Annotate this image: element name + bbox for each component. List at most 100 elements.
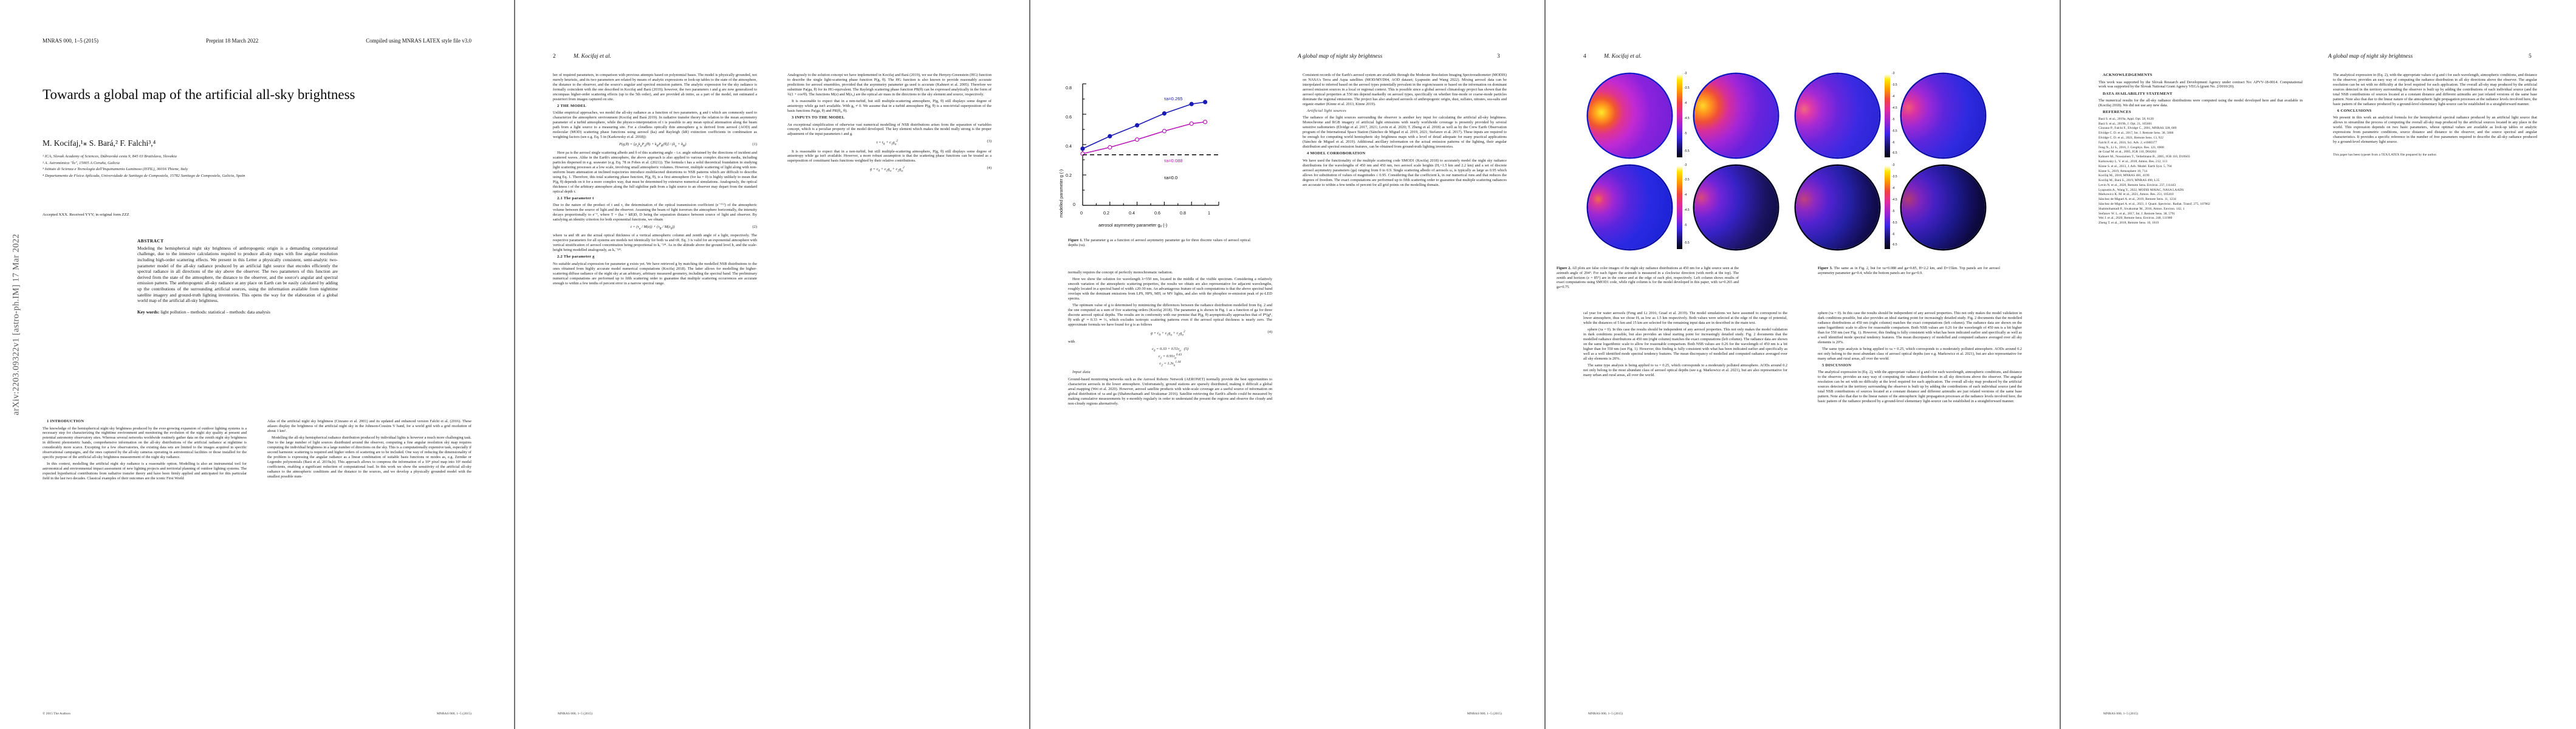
figure-1: modelled parameter g (-) aerosol asymmet… xyxy=(1045,67,1264,237)
paragraph: The radiance of the light sources surrou… xyxy=(1303,115,1507,149)
accepted-line: Accepted XXX. Received YYY; in original … xyxy=(43,213,129,217)
chart-ytick-0: 0 xyxy=(1073,202,1075,207)
chart-xtick-3: 0.6 xyxy=(1154,210,1160,216)
colorbar-label: -5.5 xyxy=(1892,129,1897,133)
paragraph: The analytical expression in (Eq. 2), wi… xyxy=(2333,73,2537,106)
reference-item: Cinzano P., Falchi F., Elvidge C., 2001,… xyxy=(2098,126,2177,131)
data-availability-heading: DATA AVAILABILITY STATEMENT xyxy=(2103,91,2173,96)
keywords-label: Key words: xyxy=(137,309,160,315)
colorbar-label: -4.5 xyxy=(1892,198,1897,202)
footer-journal-ref: MNRAS 000, 1–5 (2015) xyxy=(558,712,593,716)
section-model-heading: 2 THE MODEL xyxy=(557,103,587,108)
masthead: MNRAS 000, 1–5 (2015) Preprint 18 March … xyxy=(43,38,471,44)
colorbar xyxy=(1677,74,1682,157)
page-5: A global map of night sky brightness 5 A… xyxy=(2061,0,2576,729)
chart-plot-area xyxy=(1080,83,1219,206)
page-2: 2 M. Kocifaj et al. ber of required para… xyxy=(515,0,1029,729)
reference-item: Kinne S., 2019, Atmosphere 10, 714 xyxy=(2098,169,2148,173)
reference-item: Markowicz K. M. et al., 2021, Atmos. Res… xyxy=(2098,193,2174,197)
copyright-line: © 2015 The Authors xyxy=(43,712,70,716)
running-head-title: A global map of night sky brightness xyxy=(1298,53,1383,60)
journal-ref: MNRAS 000, 1–5 (2015) xyxy=(43,38,99,44)
reference-item: Shahmohamadi P., Sivakumar M., 2016, Atm… xyxy=(2098,207,2185,211)
reference-item: Lyapustin A., Wang Y., 2022, MODIS MAIAC… xyxy=(2098,188,2184,192)
paragraph: Consistent records of the Earth's aeroso… xyxy=(1303,73,1507,106)
abstract-block: ABSTRACT Modeling the hemispherical nigh… xyxy=(137,238,338,315)
reference-item: Kahnert M., Nousiainen T., Veihelmann B.… xyxy=(2098,155,2190,159)
reference-item: Kinne S. et al., 2013, J. Adv. Model. Ea… xyxy=(2098,164,2172,168)
allsky-hemisphere xyxy=(1902,166,1985,249)
page4-column-right: sphere (τa = 0). In this case the result… xyxy=(1818,311,2022,688)
keywords-value: light pollution – methods: statistical –… xyxy=(160,309,270,315)
colorbar-label: -3 xyxy=(1892,163,1895,167)
reference-item: Elvidge C. D. et al., 2017, Int. J. Remo… xyxy=(2098,131,2174,135)
reference-item: Sánchez de Miguel A. et al., 2021, J. Qu… xyxy=(2098,202,2210,207)
running-head-folio: 2 xyxy=(553,53,556,60)
allsky-hemisphere xyxy=(1902,74,1985,157)
running-head-folio: 4 xyxy=(1583,53,1586,60)
reference-item: Falchi F. et al., 2016, Sci. Adv. 2, e16… xyxy=(2098,140,2157,145)
paragraph: The numerical results for the all-sky ra… xyxy=(2098,98,2303,108)
colorbar-label: -4 xyxy=(1684,193,1687,197)
paragraph: We have used the functionality of the mu… xyxy=(1303,158,1507,187)
figure-3-caption: Figure 3. The same as in Fig. 2, but for… xyxy=(1818,266,2000,276)
page5-column-left: ACKNOWLEDGEMENTS This work was supported… xyxy=(2098,73,2303,686)
colorbar-label: -4.5 xyxy=(1892,106,1897,110)
chart-xtick-0: 0 xyxy=(1080,210,1083,216)
page-title: Towards a global map of the artificial a… xyxy=(43,87,355,102)
abstract-body: Modeling the hemispherical night sky bri… xyxy=(137,245,338,304)
running-head-title: M. Kocifaj et al. xyxy=(1604,53,1642,60)
chart-ytick-1: 0.2 xyxy=(1066,173,1072,178)
figure-1-caption-label: Figure 1. xyxy=(1068,238,1083,242)
colorbar-label: -6 xyxy=(1892,141,1895,145)
equation-4: g = c0 + c1ga + c2ga2 (4) xyxy=(869,166,992,173)
chart-annotation-tau-0265: τa=0.265 xyxy=(1164,96,1183,101)
paragraph: It is reasonable to expect that in a non… xyxy=(787,98,992,113)
figure-1-caption-text: The parameter g as a function of aerosol… xyxy=(1068,238,1250,247)
paragraph: Here ρa is the aerosol single scattering… xyxy=(553,151,757,194)
reference-item: Bará S. et al., 2019a, Appl. Opt. 58, 81… xyxy=(2098,117,2154,121)
paragraph: sphere (τa = 0). In this case the result… xyxy=(1818,311,2022,344)
colorbar-label: -5.5 xyxy=(1684,149,1690,153)
chart-xtick-4: 0.8 xyxy=(1180,210,1186,216)
paragraph: The analytical expression in (Eq. 2), wi… xyxy=(1818,370,2022,404)
chart-annotation-tau-0088: τa=0.088 xyxy=(1164,158,1183,163)
section-introduction-heading: 1 INTRODUCTION xyxy=(47,419,84,423)
figure-2-caption: Figure 2. All plots are false color imag… xyxy=(1557,266,1739,290)
references-heading: REFERENCES xyxy=(2103,110,2131,115)
chart-xtick-1: 0.2 xyxy=(1103,210,1109,216)
paragraph: It is reasonable to expect that in a non… xyxy=(787,149,992,163)
footer-journal-ref: MNRAS 000, 1–5 (2015) xyxy=(2103,712,2139,716)
equation-6: c0 = 0.33 + 0.51τa (5) c1 = 0.91τa0.43 c2 … xyxy=(1151,346,1189,368)
paragraph: normally requires the concept of perfect… xyxy=(1068,270,1173,275)
reference-item: Kocifaj M., Bará S., 2019, MNRAS 490, L3… xyxy=(2098,179,2160,183)
page-4: 4 M. Kocifaj et al. -3 -3.5 -4 -4.5 -5 -… xyxy=(1546,0,2060,729)
colorbar xyxy=(1885,166,1890,249)
colorbar-label: -5 xyxy=(1684,132,1687,135)
colorbar-label: -3 xyxy=(1684,163,1687,167)
paragraph: We present in this work an analytical fo… xyxy=(2333,115,2537,145)
page3-column-right: Consistent records of the Earth's aeroso… xyxy=(1303,73,1507,690)
reference-item: Elvidge C. D. et al., 2021, Remote Sens.… xyxy=(2098,135,2163,140)
affiliations: ¹ ICA, Slovak Academy of Sciences, Dúbra… xyxy=(43,154,474,180)
allsky-hemisphere xyxy=(1694,166,1778,249)
colorbar-label: -6 xyxy=(1892,233,1895,236)
page4-column-left: cal year for water aerosols (Feng and Li… xyxy=(1583,311,1787,688)
paragraph: An exceptional simplification of otherwi… xyxy=(787,122,992,137)
typeset-note: This paper has been typeset from a TEX/L… xyxy=(2333,153,2437,157)
figure-3-caption-label: Figure 3. xyxy=(1818,266,1833,270)
chart-xtick-2: 0.4 xyxy=(1129,210,1135,216)
equation-3: t = t0 + c1ga2 (3) xyxy=(876,139,992,146)
paragraph: Ground-based monitoring networks such as… xyxy=(1068,377,1272,406)
subsection-input-data-heading: Input data xyxy=(1072,370,1091,375)
reference-item: Wei J. et al., 2020, Remote Sens. Enviro… xyxy=(2098,216,2173,221)
figure-3: -3 -3.5 -4 -4.5 -5 -5.5 -6 -6.5 -3 -3.5 … xyxy=(1783,72,2044,254)
page3-column-left: normally requires the concept of perfect… xyxy=(1068,270,1272,690)
page2-column-right: Analogously to the solution concept we h… xyxy=(787,73,992,686)
chart-xtick-5: 1 xyxy=(1208,210,1210,216)
figure-3-caption-text: The same as in Fig. 2, but for τa=0.088 … xyxy=(1818,266,2000,275)
affiliation-1: ¹ ICA, Slovak Academy of Sciences, Dúbra… xyxy=(43,154,177,159)
colorbar-label: -5 xyxy=(1684,224,1687,227)
colorbar-label: -3 xyxy=(1684,72,1687,75)
acknowledgements-heading: ACKNOWLEDGEMENTS xyxy=(2103,73,2153,77)
